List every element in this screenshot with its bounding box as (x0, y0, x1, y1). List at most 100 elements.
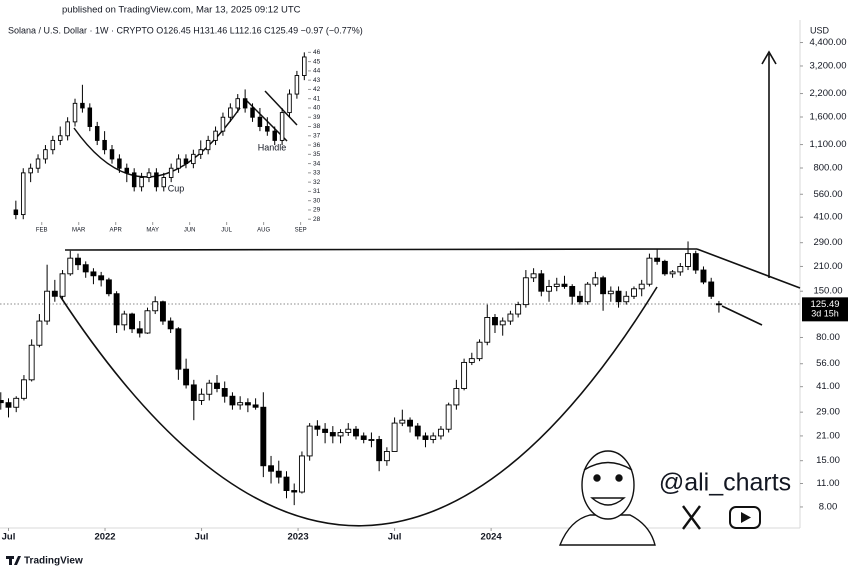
candle-body (214, 382, 220, 389)
candle-body (198, 149, 204, 155)
candle-body (176, 158, 181, 169)
candle-body (159, 301, 166, 322)
candle-body (453, 388, 460, 406)
candle-body (329, 432, 336, 437)
price-label-box (802, 297, 848, 322)
candle-body (20, 172, 26, 216)
y-tick-label: 34 (313, 160, 321, 167)
x-tick-label: Jul (388, 532, 402, 543)
candle-body (244, 402, 251, 406)
mascot-brow (583, 461, 633, 471)
candle-body (484, 317, 491, 343)
y-tick-label: 3,200.00 (810, 60, 847, 71)
candle-body (94, 126, 100, 141)
candle-body (131, 172, 137, 188)
x-tick-label: JUN (184, 228, 196, 234)
candle-body (422, 435, 429, 440)
candle-body (669, 271, 676, 275)
candle-body (213, 130, 218, 141)
x-tick-label: JUL (221, 228, 232, 234)
candle-body (28, 344, 35, 381)
candle-body (154, 172, 159, 188)
y-tick-label: 410.00 (813, 212, 842, 223)
candle-body (654, 257, 661, 262)
candle-body (414, 425, 421, 437)
candle-body (600, 277, 607, 295)
candle-body (50, 139, 56, 151)
candle-body (235, 98, 240, 109)
candle-body (692, 253, 699, 271)
y-tick-label: 46 (313, 49, 321, 56)
published-note: published on TradingView.com, Mar 13, 20… (62, 5, 301, 16)
candle-body (661, 260, 668, 275)
candle-body (221, 388, 228, 397)
mascot-body (558, 514, 656, 546)
logo-part (9, 556, 12, 565)
candle-body (522, 277, 529, 306)
candle-body (82, 264, 89, 273)
candle-body (476, 341, 483, 360)
x-tick-label: 2022 (94, 532, 115, 543)
y-tick-label: 38 (313, 123, 321, 130)
candle-body (36, 320, 43, 346)
candle-body (129, 313, 135, 330)
x-tick-label: SEP (295, 228, 307, 234)
candle-body (715, 303, 722, 306)
candle-body (51, 290, 58, 297)
candle-body (168, 167, 174, 178)
candle-body (569, 286, 576, 297)
candle-body (302, 56, 307, 76)
candle-body (87, 107, 93, 127)
candle-body (161, 177, 167, 188)
candle-body (146, 172, 152, 178)
mascot-eye (615, 474, 623, 482)
candle-body (152, 301, 159, 312)
y-tick-label: 31 (313, 188, 321, 195)
price-label-value: 125.49 (810, 299, 839, 310)
candle-body (80, 102, 85, 109)
y-tick-label: 800.00 (813, 163, 842, 174)
y-tick-label: 80.00 (816, 332, 840, 343)
candle-body (314, 425, 321, 430)
candle-body (507, 313, 514, 322)
candle-body (546, 286, 552, 292)
candle-body (615, 290, 622, 303)
candle-body (499, 320, 506, 326)
mascot-eye (593, 474, 601, 482)
y-tick-label: 33 (313, 170, 321, 177)
candle-body (136, 328, 143, 334)
candle-body (322, 428, 329, 433)
candle-body (407, 419, 413, 427)
inset-chart: 28 29 30 31 32 33 34 35 36 37 38 39 40 41 42 43 44 45 46 FE… (8, 38, 336, 238)
candle-body (43, 149, 48, 160)
candle-body (13, 209, 19, 216)
candle-body (631, 288, 637, 297)
y-tick-label: 30 (313, 197, 321, 204)
candle-body (353, 428, 359, 437)
candle-body (250, 107, 255, 118)
candle-body (638, 283, 645, 290)
y-tick-label: 32 (313, 179, 321, 186)
candle-body (5, 402, 12, 408)
candle-body (576, 295, 583, 303)
candle-body (13, 397, 20, 408)
candle-body (205, 139, 211, 151)
candle-body (268, 465, 274, 472)
y-tick-label: 45 (313, 58, 321, 65)
axis-unit: USD (810, 25, 830, 35)
candle-body (121, 313, 128, 326)
x-logo (682, 505, 701, 530)
candle-body (190, 384, 197, 401)
candle-body (298, 455, 305, 493)
candle-body (28, 167, 33, 174)
candle-body (90, 271, 97, 277)
footer-brand: TradingView (24, 556, 83, 567)
candle-body (265, 126, 270, 132)
channel-upper (696, 248, 801, 289)
tradingview-logo (6, 556, 21, 565)
candle-body (0, 400, 4, 404)
x-logo-stroke (682, 505, 701, 530)
candle-body (228, 107, 233, 118)
y-tick-label: 2,200.00 (810, 88, 847, 99)
